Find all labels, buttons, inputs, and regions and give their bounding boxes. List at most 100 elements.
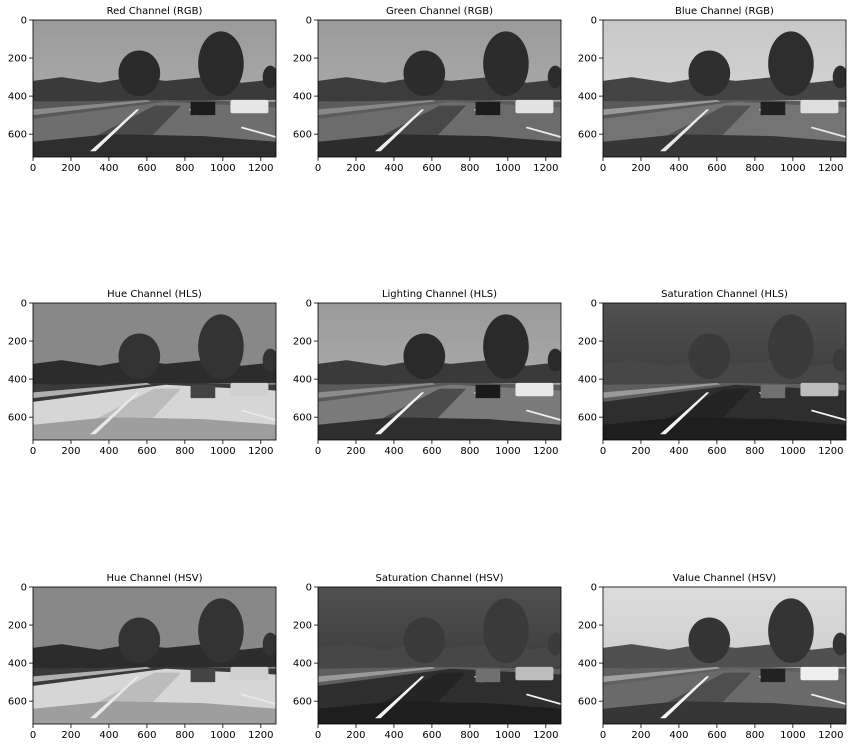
x-tick-label: 1000: [780, 163, 805, 174]
tree-right: [768, 314, 814, 379]
x-tick-label: 400: [99, 163, 118, 174]
tree-right: [483, 598, 529, 663]
x-tick-label: 800: [175, 730, 194, 741]
tree-right: [483, 31, 529, 96]
x-tick-label: 1000: [495, 446, 520, 457]
y-tick-label: 200: [578, 337, 597, 348]
y-tick-label: 400: [293, 659, 312, 670]
x-tick-label: 800: [175, 163, 194, 174]
car-dark: [191, 102, 216, 115]
y-tick-label: 200: [293, 337, 312, 348]
y-tick-label: 400: [578, 659, 597, 670]
x-tick-label: 600: [422, 163, 441, 174]
subplot: Blue Channel (RGB)0 200 400 600 800 1000 12000…: [578, 6, 848, 174]
x-tick-label: 600: [707, 446, 726, 457]
car-white: [515, 667, 553, 680]
subplot: Hue Channel (HSV) 0 200 400 600 800 1000 1200 0 2…: [8, 573, 278, 741]
x-tick-label: 200: [346, 446, 365, 457]
y-tick-label: 600: [578, 130, 597, 141]
tree-right: [198, 598, 244, 663]
x-tick-label: 600: [707, 730, 726, 741]
y-tick-label: 600: [293, 413, 312, 424]
channel-image: [33, 303, 278, 440]
y-tick-label: 0: [21, 16, 27, 27]
y-tick-label: 400: [8, 375, 27, 386]
tree-left: [118, 333, 160, 379]
y-tick-label: 200: [293, 621, 312, 632]
channel-image: [603, 303, 848, 440]
y-tick-label: 0: [306, 583, 312, 594]
subplot: Hue Channel (HLS)0 200 400 600 800 1000 120002…: [8, 289, 278, 457]
y-tick-label: 200: [8, 337, 27, 348]
y-tick-label: 0: [591, 16, 597, 27]
subplot: Red Channel (RGB)0 200 400 600 800 1000 120002…: [8, 6, 278, 174]
y-tick-label: 600: [8, 413, 27, 424]
tree-right: [768, 31, 814, 96]
x-tick-label: 0: [30, 730, 36, 741]
y-tick-label: 0: [306, 16, 312, 27]
tree-right: [198, 31, 244, 96]
subplot-title: Value Channel (HSV): [673, 573, 776, 584]
x-tick-label: 600: [137, 730, 156, 741]
x-tick-label: 0: [600, 446, 606, 457]
x-tick-label: 800: [745, 446, 764, 457]
car-dark: [191, 669, 216, 682]
tree-left: [403, 333, 445, 379]
car-white: [515, 383, 553, 396]
car-dark: [761, 102, 786, 115]
x-tick-label: 800: [460, 446, 479, 457]
x-tick-label: 1200: [818, 163, 843, 174]
x-tick-label: 200: [61, 730, 80, 741]
x-tick-label: 1000: [495, 730, 520, 741]
x-tick-label: 1000: [780, 730, 805, 741]
subplot-title: Red Channel (RGB): [107, 6, 203, 17]
x-tick-label: 0: [315, 730, 321, 741]
x-tick-label: 800: [745, 730, 764, 741]
x-tick-label: 400: [384, 163, 403, 174]
subplot-title: Green Channel (RGB): [386, 6, 493, 17]
x-tick-label: 0: [600, 730, 606, 741]
y-tick-label: 0: [306, 299, 312, 310]
tree-right: [768, 598, 814, 663]
y-tick-label: 0: [591, 583, 597, 594]
x-tick-label: 400: [384, 730, 403, 741]
y-tick-label: 400: [293, 375, 312, 386]
channel-image: [33, 20, 278, 157]
tree-left: [688, 333, 730, 379]
car-white: [230, 667, 268, 680]
x-tick-label: 800: [460, 730, 479, 741]
y-tick-label: 600: [293, 130, 312, 141]
x-tick-label: 800: [460, 163, 479, 174]
x-tick-label: 0: [315, 163, 321, 174]
channel-image: [603, 20, 848, 157]
x-tick-label: 800: [745, 163, 764, 174]
x-tick-label: 600: [422, 730, 441, 741]
subplot: Value Channel (HSV)0 200 400 600 800 1000 1200…: [578, 573, 848, 741]
channel-image: [33, 587, 278, 724]
x-tick-label: 1200: [248, 730, 273, 741]
x-tick-label: 0: [315, 446, 321, 457]
x-tick-label: 200: [346, 730, 365, 741]
x-tick-label: 400: [99, 446, 118, 457]
x-tick-label: 1000: [210, 446, 235, 457]
y-tick-label: 600: [8, 697, 27, 708]
channel-image: [318, 20, 563, 157]
x-tick-label: 1200: [533, 163, 558, 174]
x-tick-label: 200: [631, 446, 650, 457]
x-tick-label: 1200: [248, 446, 273, 457]
y-tick-label: 600: [8, 130, 27, 141]
x-tick-label: 1000: [210, 163, 235, 174]
y-tick-label: 0: [21, 583, 27, 594]
x-tick-label: 200: [61, 163, 80, 174]
x-tick-label: 0: [30, 163, 36, 174]
x-tick-label: 1000: [780, 446, 805, 457]
x-tick-label: 800: [175, 446, 194, 457]
subplot: Lighting Channel (HLS)0 200 400 600 800 1000 1…: [293, 289, 563, 457]
subplot: Green Channel (RGB)0 200 400 600 800 1000 1200…: [293, 6, 563, 174]
tree-left: [118, 50, 160, 96]
x-tick-label: 1200: [248, 163, 273, 174]
subplot: Saturation Channel (HLS)0 200 400 600 800 100…: [578, 289, 848, 457]
x-tick-label: 1200: [818, 446, 843, 457]
y-tick-label: 200: [8, 621, 27, 632]
